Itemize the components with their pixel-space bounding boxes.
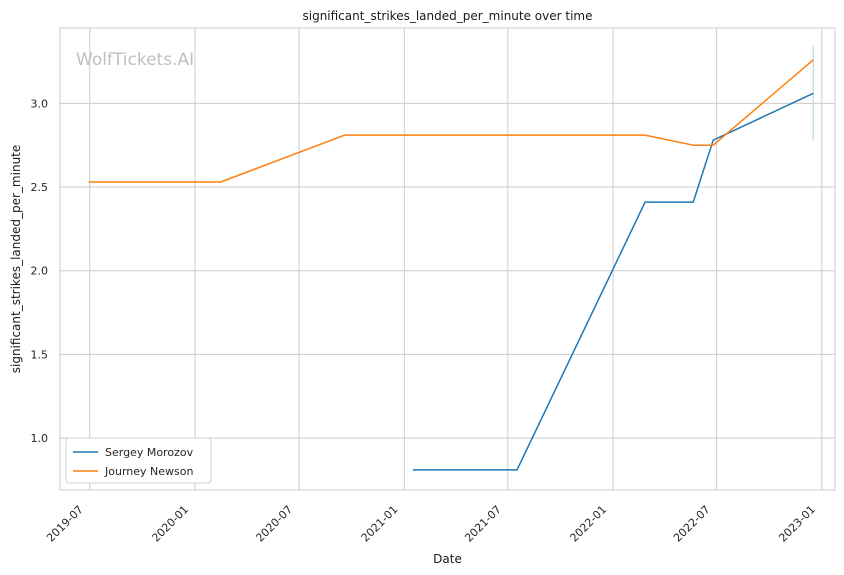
y-tick-label: 2.0 xyxy=(31,265,49,278)
x-tick-label: 2019-07 xyxy=(44,503,86,545)
plot-area xyxy=(59,27,836,491)
y-tick-label: 3.0 xyxy=(31,97,49,110)
series-line-journey-newson xyxy=(88,59,814,183)
legend: Sergey Morozov Journey Newson xyxy=(65,437,212,484)
legend-box xyxy=(65,437,212,484)
series-line-sergey-morozov xyxy=(412,92,814,471)
y-tick-label: 2.5 xyxy=(31,181,49,194)
watermark: WolfTickets.AI xyxy=(76,50,194,70)
x-tick-label: 2021-07 xyxy=(462,503,504,545)
x-tick-label: 2020-07 xyxy=(254,503,296,545)
y-tick-label: 1.5 xyxy=(31,348,49,361)
y-tick-labels: 1.0 1.5 2.0 2.5 3.0 xyxy=(31,97,49,445)
x-tick-label: 2020-01 xyxy=(149,503,191,545)
chart-title: significant_strikes_landed_per_minute ov… xyxy=(302,9,592,23)
x-tick-labels: 2019-07 2020-01 2020-07 2021-01 2021-07 2022-… xyxy=(44,503,818,545)
x-tick-label: 2022-01 xyxy=(568,503,610,545)
grid xyxy=(60,28,835,490)
x-tick-label: 2023-01 xyxy=(776,503,818,545)
x-axis-label: Date xyxy=(433,552,462,566)
series-group xyxy=(88,46,814,471)
legend-label-journey-newson: Journey Newson xyxy=(104,465,193,478)
legend-label-sergey-morozov: Sergey Morozov xyxy=(105,446,194,459)
y-tick-label: 1.0 xyxy=(31,432,49,445)
y-axis-label: significant_strikes_landed_per_minute xyxy=(9,145,23,374)
x-tick-label: 2021-01 xyxy=(359,503,401,545)
x-tick-label: 2022-07 xyxy=(671,503,713,545)
